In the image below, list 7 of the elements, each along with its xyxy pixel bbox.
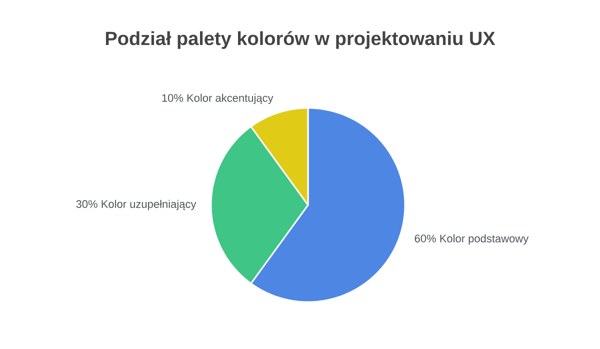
slice-label: Kolor uzupełniający: [102, 200, 196, 210]
data-label: 10%: [162, 94, 184, 102]
data-label: 30%: [76, 200, 98, 208]
data-label: 60%: [414, 234, 436, 242]
slice-label: Kolor akcentujący: [187, 94, 274, 104]
slice-label: Kolor podstawowy: [440, 234, 529, 245]
chart-title: Podział palety kolorów w projektowaniu UX: [106, 31, 496, 49]
